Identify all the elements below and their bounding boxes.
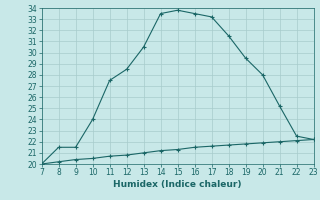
X-axis label: Humidex (Indice chaleur): Humidex (Indice chaleur) <box>113 180 242 189</box>
